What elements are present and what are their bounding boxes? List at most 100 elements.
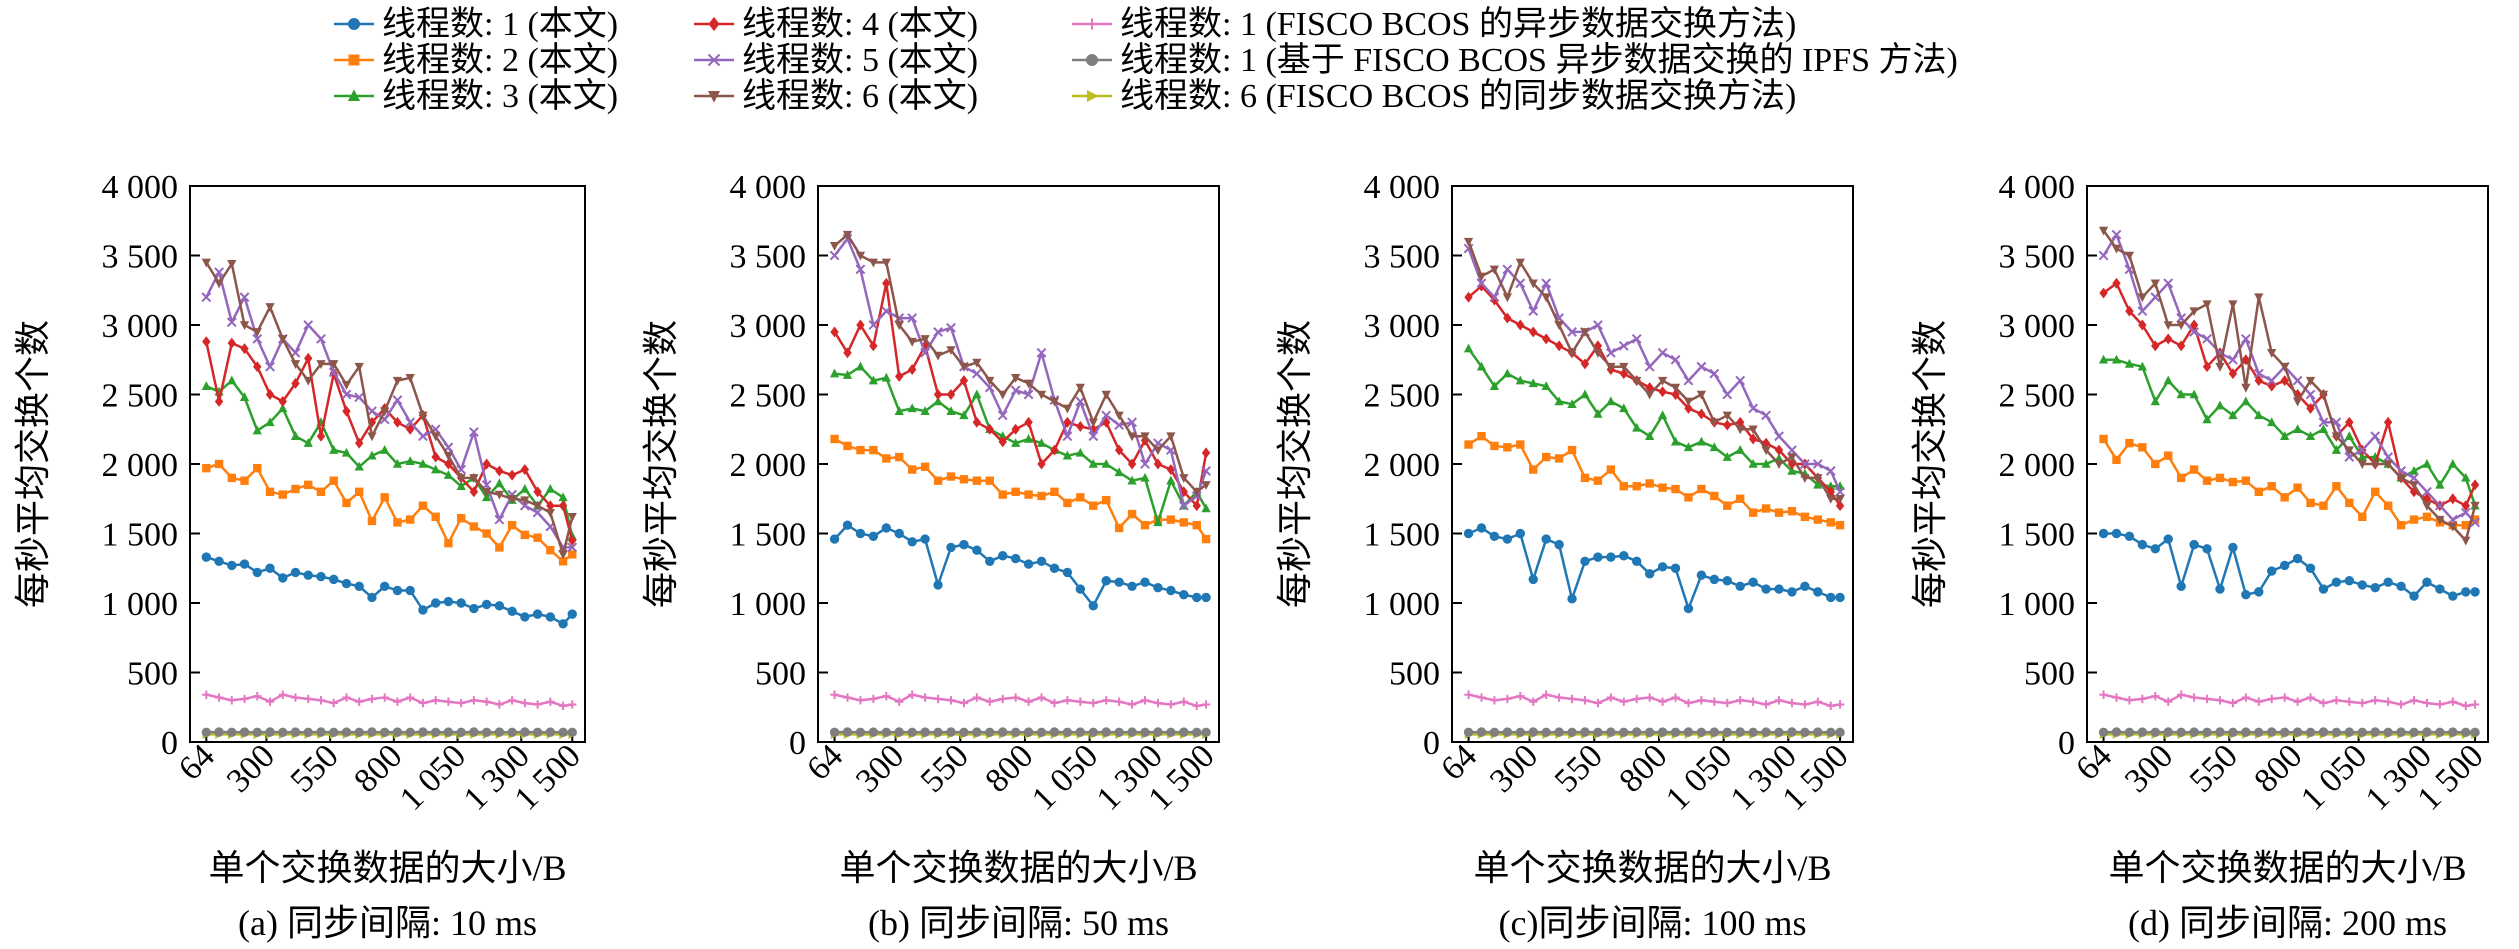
data-point — [1709, 368, 1720, 379]
data-point — [481, 727, 492, 737]
data-point — [278, 690, 287, 699]
x-tick-label: 64 — [172, 737, 222, 787]
data-point — [1697, 696, 1706, 705]
data-point — [1502, 264, 1513, 275]
data-point — [2306, 693, 2315, 702]
data-point — [1657, 410, 1668, 420]
data-point — [393, 518, 402, 527]
data-point — [1736, 494, 1745, 503]
data-point — [214, 727, 224, 737]
data-point — [1076, 493, 1085, 502]
data-point — [253, 463, 262, 473]
data-point — [1800, 727, 1810, 737]
data-point — [2344, 727, 2355, 737]
data-point — [1632, 422, 1642, 432]
data-point — [379, 581, 390, 592]
data-point — [418, 431, 428, 442]
data-point — [2331, 727, 2342, 737]
data-point — [1813, 479, 1823, 489]
data-point — [201, 552, 212, 562]
data-point — [1619, 403, 1629, 413]
data-point — [1049, 397, 1060, 407]
data-point — [1489, 265, 1500, 275]
data-point — [494, 514, 505, 525]
data-point — [546, 545, 555, 555]
data-point — [431, 464, 441, 474]
legend-marker — [1086, 54, 1098, 66]
data-point — [1632, 727, 1642, 737]
data-point — [291, 484, 300, 494]
data-point — [1606, 465, 1616, 474]
data-point — [1102, 416, 1111, 428]
data-point — [2331, 445, 2342, 454]
data-point — [1541, 293, 1551, 303]
data-point — [1606, 727, 1616, 737]
data-point — [354, 362, 364, 372]
data-point — [341, 447, 352, 457]
data-point — [1683, 727, 1694, 737]
data-point — [882, 454, 891, 463]
data-point — [2357, 445, 2368, 456]
data-point — [1697, 484, 1706, 494]
data-point — [329, 360, 339, 369]
x-tick-label: 300 — [220, 737, 282, 799]
data-point — [972, 416, 982, 428]
data-point — [2164, 333, 2173, 345]
data-point — [520, 496, 530, 506]
data-point — [1671, 389, 1680, 400]
y-tick-label: 500 — [2024, 656, 2075, 693]
data-point — [1709, 418, 1719, 428]
data-point — [456, 474, 466, 483]
y-tick-label: 500 — [1389, 656, 1440, 693]
data-point — [2098, 250, 2109, 261]
data-point — [430, 598, 441, 608]
data-point — [1723, 501, 1732, 510]
data-point — [2357, 727, 2367, 737]
data-point — [2267, 727, 2277, 737]
data-point — [2150, 727, 2160, 737]
data-point — [1658, 697, 1667, 706]
data-point — [933, 727, 943, 737]
y-tick-label: 2 500 — [102, 378, 179, 415]
legend-label: 线程数: 3 (本文) — [382, 77, 618, 115]
data-point — [558, 557, 568, 566]
y-tick-label: 0 — [161, 725, 178, 762]
data-point — [214, 279, 224, 289]
data-point — [2422, 727, 2432, 737]
data-point — [1192, 592, 1202, 603]
data-point — [1153, 727, 1163, 737]
data-point — [998, 490, 1007, 499]
data-point — [1477, 280, 1486, 292]
data-point — [2112, 455, 2121, 465]
data-point — [869, 340, 878, 352]
data-point — [2383, 577, 2393, 587]
data-point — [239, 321, 250, 331]
data-point — [2371, 696, 2380, 705]
data-point — [520, 530, 530, 540]
data-point — [1748, 433, 1758, 445]
y-tick-label: 0 — [2058, 725, 2075, 762]
data-point — [201, 292, 212, 303]
data-point — [2383, 452, 2394, 462]
data-point — [568, 550, 577, 559]
data-point — [227, 337, 236, 349]
data-point — [380, 693, 389, 702]
data-point — [2332, 696, 2341, 705]
series-line — [2103, 532, 2476, 598]
data-point — [1037, 491, 1046, 501]
chart-panel-b: 0 500 1 000 1 500 2 000 2 500 3 000 3 500 4 000 6… — [641, 169, 1222, 943]
data-point — [1554, 727, 1564, 737]
data-point — [290, 431, 301, 440]
data-point — [2098, 727, 2109, 737]
data-point — [2215, 727, 2225, 737]
data-point — [2215, 400, 2225, 410]
data-point — [1748, 403, 1759, 414]
data-point — [2228, 698, 2238, 708]
data-point — [2241, 727, 2251, 737]
data-point — [1800, 700, 1810, 709]
data-point — [1645, 390, 1655, 400]
data-point — [1089, 501, 1098, 510]
legend-marker — [707, 91, 721, 103]
data-point — [1826, 701, 1835, 711]
data-point — [2344, 576, 2355, 586]
